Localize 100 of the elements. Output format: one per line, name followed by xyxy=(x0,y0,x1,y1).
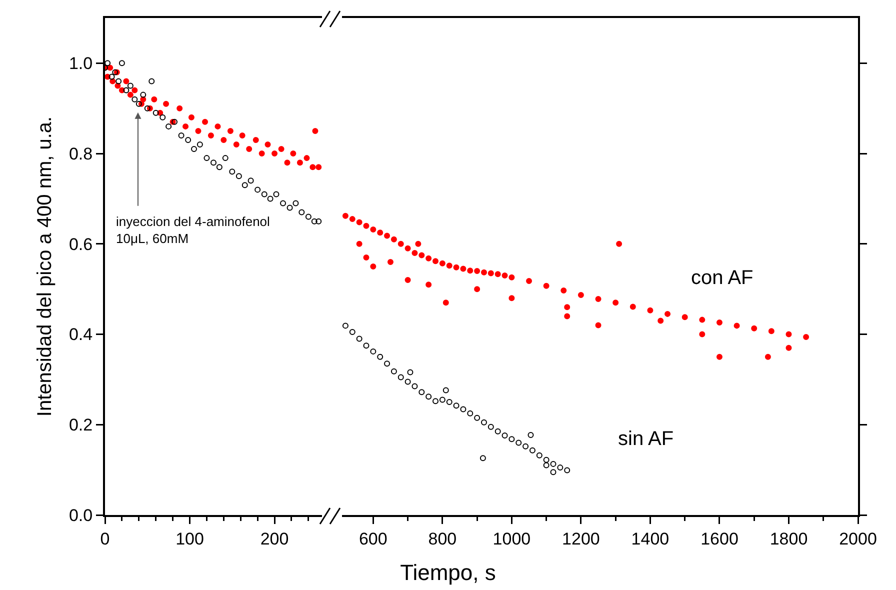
x-tick-label: 2000 xyxy=(839,529,877,548)
point xyxy=(140,92,146,98)
point xyxy=(216,164,222,170)
point xyxy=(185,136,192,143)
point xyxy=(267,196,274,202)
point xyxy=(370,348,376,354)
annotation: sin AF xyxy=(618,428,674,450)
point xyxy=(529,447,536,454)
point xyxy=(132,96,138,102)
point xyxy=(342,322,348,329)
x-tick-label: 200 xyxy=(260,529,289,548)
point xyxy=(272,150,278,157)
point xyxy=(298,209,305,216)
point xyxy=(494,428,501,434)
point xyxy=(292,200,299,206)
point xyxy=(204,155,210,162)
point xyxy=(446,399,452,406)
point xyxy=(195,128,202,134)
annotation: con AF xyxy=(691,267,754,289)
point xyxy=(528,432,534,438)
x-tick-label: 800 xyxy=(428,529,457,548)
point xyxy=(290,150,296,157)
point xyxy=(178,132,184,138)
point xyxy=(123,78,130,84)
point xyxy=(316,218,322,224)
point xyxy=(239,132,246,138)
point xyxy=(516,440,522,446)
x-tick-label: 1200 xyxy=(562,529,600,548)
point xyxy=(202,118,208,125)
y-tick-label: 0.0 xyxy=(68,506,93,525)
point xyxy=(246,146,252,152)
point xyxy=(432,398,438,404)
point xyxy=(144,105,150,112)
point xyxy=(286,204,293,211)
point xyxy=(248,178,254,184)
point xyxy=(222,155,228,162)
point xyxy=(543,456,550,463)
point xyxy=(460,406,466,412)
x-tick-label: 100 xyxy=(176,529,204,548)
point xyxy=(363,342,370,349)
point xyxy=(196,142,203,148)
point xyxy=(280,200,286,206)
point xyxy=(127,82,134,89)
point xyxy=(390,368,397,374)
point xyxy=(264,142,271,148)
point xyxy=(407,369,414,376)
point xyxy=(453,402,460,409)
point xyxy=(214,123,221,130)
point xyxy=(188,114,194,120)
point xyxy=(132,87,138,94)
point xyxy=(254,186,261,193)
point xyxy=(488,424,494,430)
point xyxy=(418,389,425,396)
y-tick-label: 0.8 xyxy=(68,144,93,164)
point xyxy=(426,394,432,400)
point xyxy=(349,329,356,336)
point xyxy=(412,383,418,390)
x-tick-label: 1600 xyxy=(700,529,738,548)
y-axis-title: Intensidad del pico a 400 nm, u.a. xyxy=(34,116,56,417)
point xyxy=(152,110,159,116)
point xyxy=(108,74,115,80)
point xyxy=(127,92,134,98)
point xyxy=(252,136,259,143)
y-tick-label: 1.0 xyxy=(68,54,93,74)
point xyxy=(312,128,318,134)
point xyxy=(310,164,316,170)
point xyxy=(442,387,449,394)
point xyxy=(474,414,480,421)
point xyxy=(160,114,166,120)
point xyxy=(480,455,486,462)
point xyxy=(557,464,564,471)
x-tick-label: 600 xyxy=(358,529,388,548)
x-tick-label: 1000 xyxy=(492,529,531,548)
point xyxy=(118,60,125,66)
point xyxy=(304,155,310,162)
point xyxy=(148,78,155,84)
point xyxy=(220,136,227,143)
point xyxy=(233,142,240,148)
point xyxy=(296,160,303,166)
point xyxy=(105,60,111,66)
x-tick-label: 0 xyxy=(100,529,110,548)
y-tick-label: 0.4 xyxy=(68,325,93,344)
point xyxy=(467,410,474,416)
point xyxy=(208,132,214,138)
point xyxy=(550,469,556,476)
x-tick-label: 1400 xyxy=(631,529,670,548)
point xyxy=(258,150,265,157)
point xyxy=(508,436,515,442)
point xyxy=(284,160,290,166)
annotation: inyeccion del 4-aminofenol 10μL, 60mM xyxy=(116,214,270,246)
point xyxy=(229,168,236,175)
point xyxy=(236,173,242,180)
point xyxy=(227,128,234,134)
point xyxy=(356,336,362,342)
point xyxy=(116,78,122,84)
point xyxy=(123,87,130,94)
point xyxy=(273,191,280,198)
y-tick-label: 0.6 xyxy=(68,234,93,254)
point xyxy=(210,160,216,166)
point xyxy=(377,354,384,360)
